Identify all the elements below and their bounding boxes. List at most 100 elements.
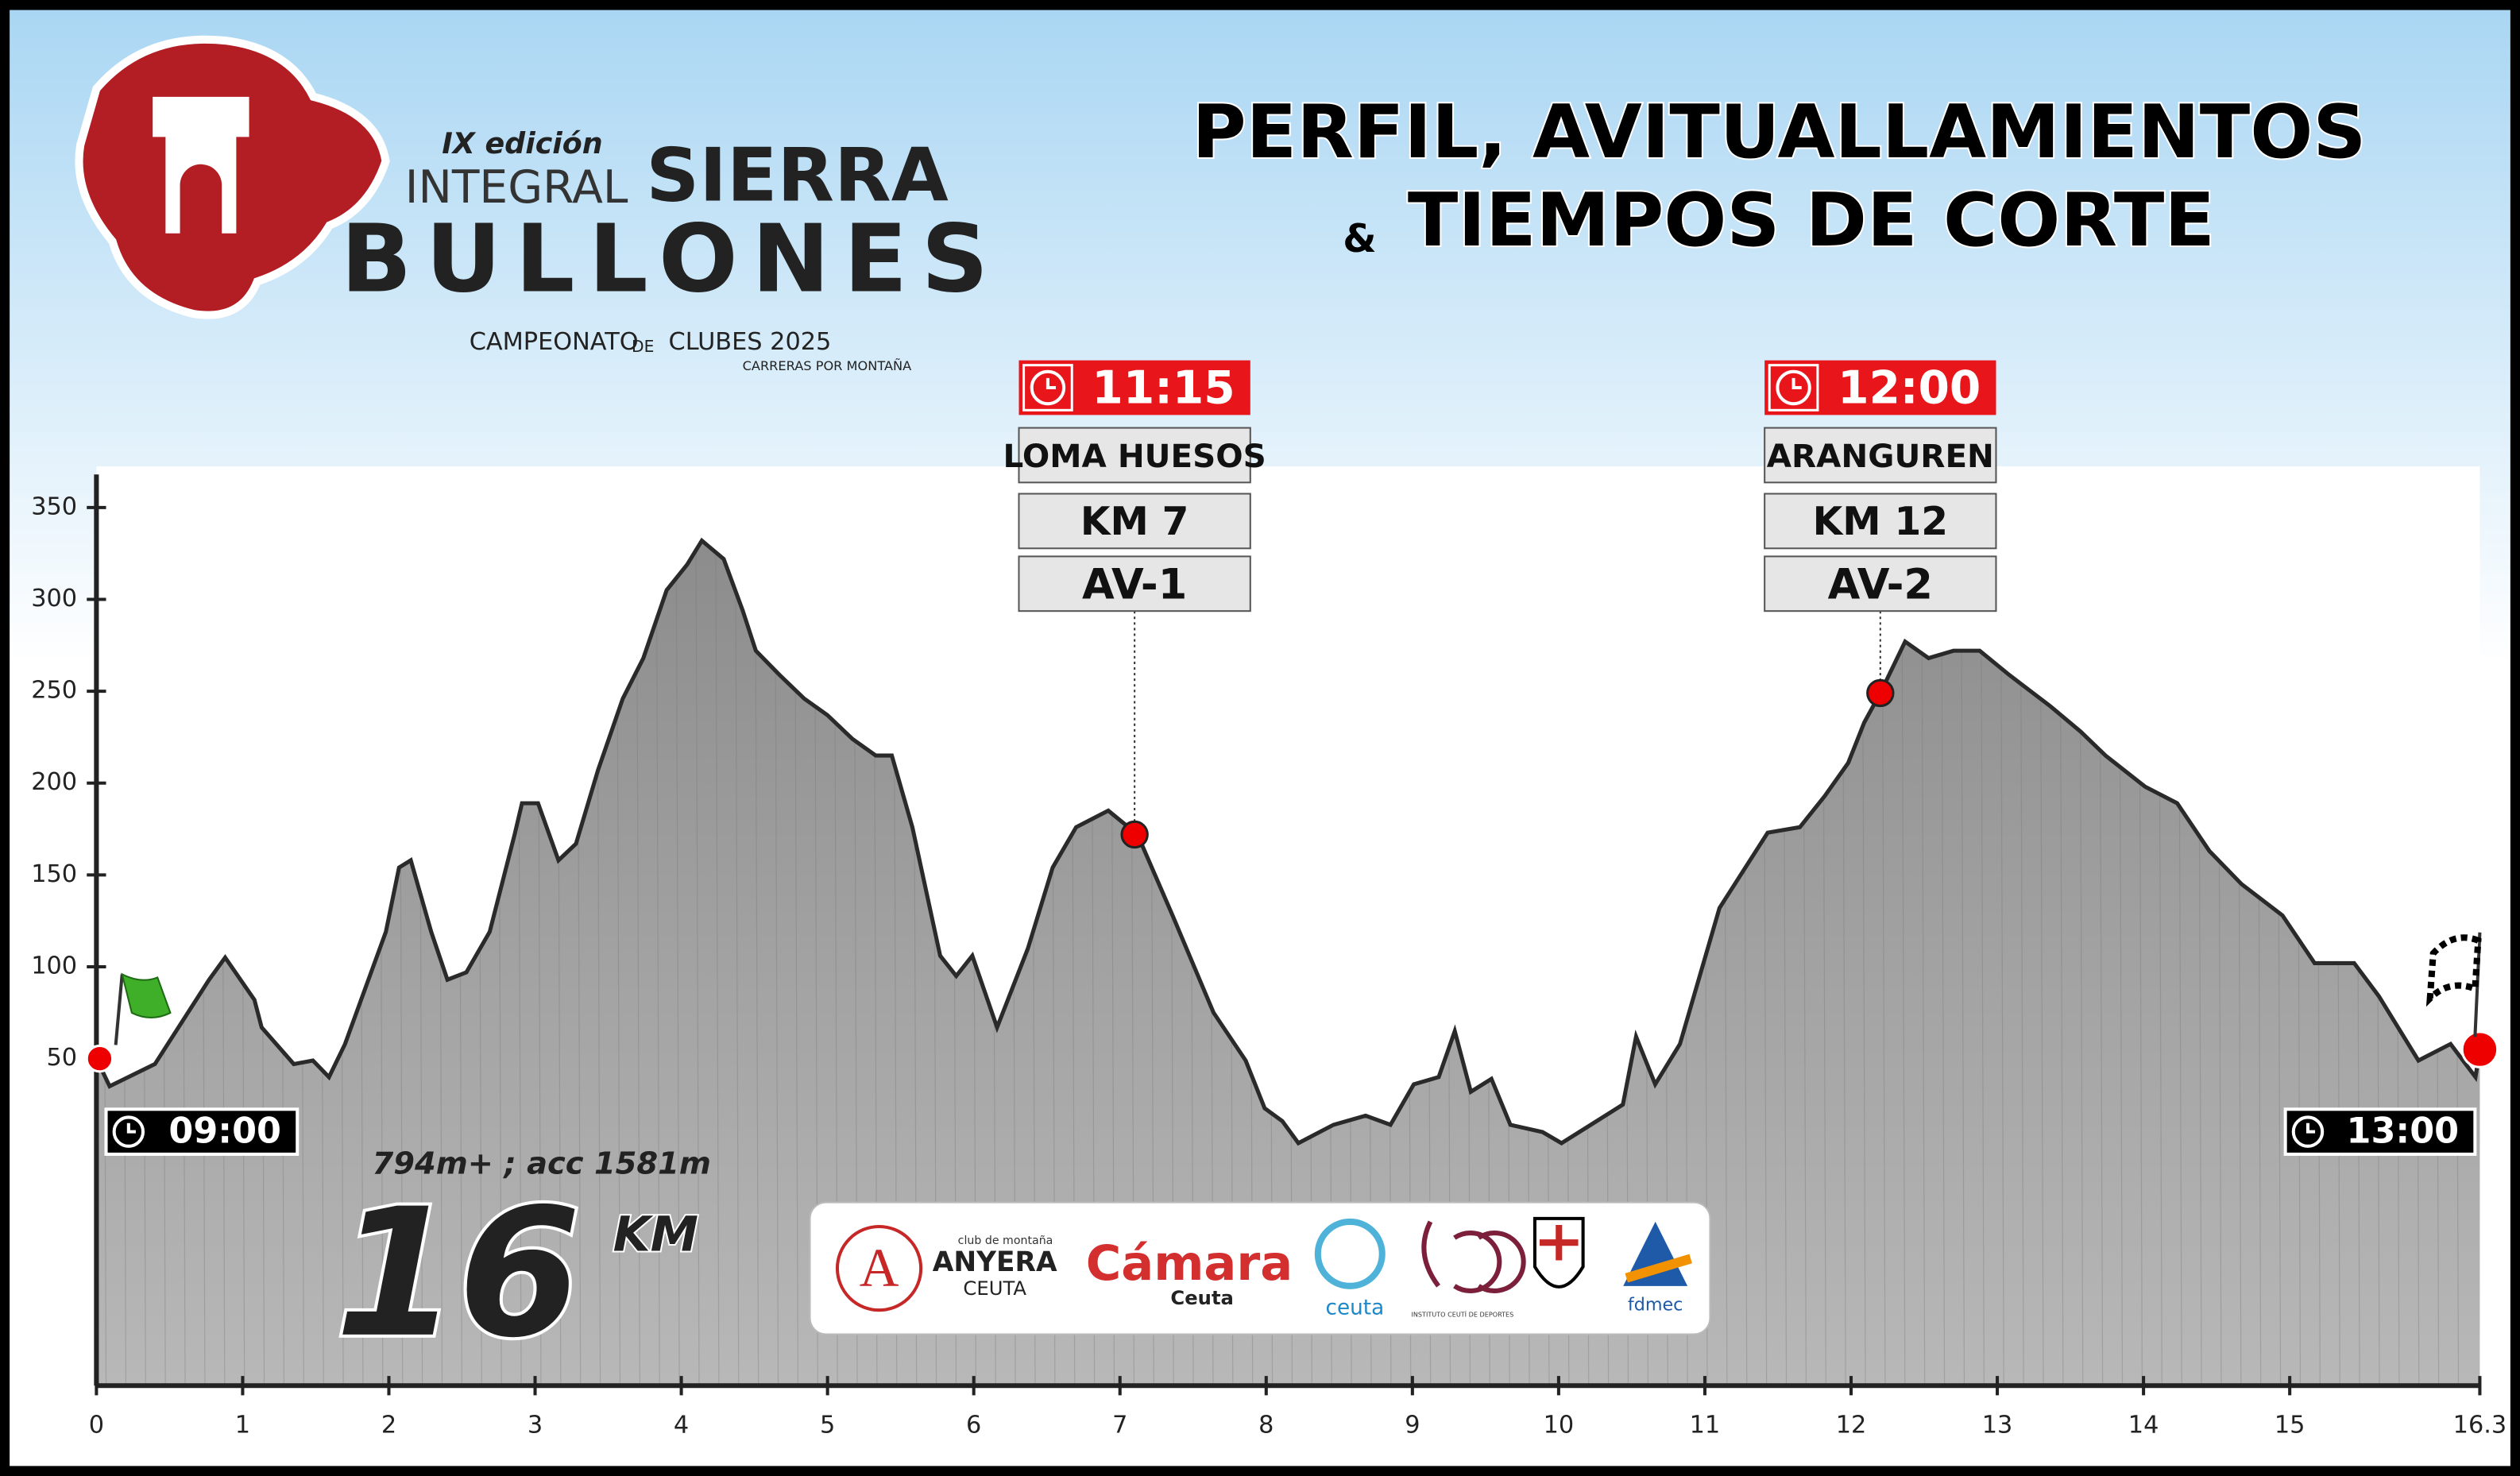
sponsor-logo: A <box>860 1237 899 1297</box>
sponsor-text: INSTITUTO CEUTÍ DE DEPORTES <box>1412 1310 1514 1319</box>
station-name: ARANGUREN <box>1767 437 1994 475</box>
station-point <box>1866 678 1895 708</box>
finish-flag <box>2425 934 2482 1007</box>
elevation-summary: 794m+ ; acc 1581m <box>373 1146 711 1182</box>
texture <box>754 514 759 1386</box>
y-tick-label: 150 <box>31 860 77 888</box>
championship: CLUBES 2025 <box>669 328 832 356</box>
station-km-box <box>1764 493 1997 550</box>
y-tick-label: 100 <box>31 952 77 979</box>
x-tick-label: 12 <box>1836 1411 1867 1439</box>
sponsor-logo <box>1314 1218 1386 1289</box>
start-flag <box>121 972 172 1019</box>
clock-icon <box>112 1115 145 1148</box>
chart-title: PERFIL, AVITUALLAMIENTOS <box>1192 89 2366 175</box>
clock-icon <box>1045 377 1057 390</box>
sponsor-text: Ceuta <box>1170 1286 1234 1309</box>
x-tick-label: 6 <box>966 1411 981 1439</box>
station-time: 11:15 <box>1092 362 1235 415</box>
sponsor-text: ANYERA <box>933 1246 1057 1278</box>
x-tick-label: 8 <box>1258 1411 1274 1439</box>
y-tick-label: 300 <box>31 585 77 612</box>
texture <box>735 514 740 1386</box>
championship: CAMPEONATO <box>470 328 639 356</box>
x-tick-label: 7 <box>1112 1411 1127 1439</box>
texture <box>675 514 680 1386</box>
sponsor-text: ceuta <box>1326 1296 1385 1320</box>
texture <box>1921 514 1926 1386</box>
station-km: KM 12 <box>1813 500 1948 544</box>
texture <box>1901 514 1906 1386</box>
chart-title: & <box>1343 217 1376 261</box>
clock-icon <box>1030 369 1066 406</box>
station-time: 12:00 <box>1838 362 1981 415</box>
start-time: 09:00 <box>168 1111 281 1152</box>
y-tick-label: 200 <box>31 768 77 796</box>
x-tick-label: 15 <box>2275 1411 2305 1439</box>
start-point <box>85 1044 114 1073</box>
station-code: AV-2 <box>1828 560 1933 609</box>
time-box <box>104 1107 300 1156</box>
chart-subtitle: TIEMPOS DE CORTE <box>1408 177 2215 263</box>
x-tick-label: 0 <box>89 1411 104 1439</box>
station-code: AV-1 <box>1082 560 1187 609</box>
finish-point <box>2460 1030 2499 1068</box>
x-tick-label: 10 <box>1544 1411 1575 1439</box>
clock-icon <box>1776 369 1811 406</box>
sponsor-text: club de montaña <box>958 1235 1053 1247</box>
y-tick-label: 250 <box>31 677 77 705</box>
clock-icon <box>1791 377 1802 390</box>
x-tick-label: 11 <box>1690 1411 1721 1439</box>
sponsor-logo <box>1421 1220 1526 1293</box>
sky-mask <box>96 466 2480 1143</box>
station-name: LOMA HUESOS <box>1003 437 1266 475</box>
sponsor-logo <box>835 1224 923 1312</box>
clock-icon <box>126 1122 136 1134</box>
texture <box>1980 514 1985 1386</box>
sponsor-text: CEUTA <box>963 1277 1026 1300</box>
x-tick-label: 3 <box>528 1411 543 1439</box>
event-name: SIERRA <box>646 132 949 218</box>
station-code-box <box>1764 555 1997 612</box>
clock-icon <box>2291 1115 2325 1148</box>
time-box <box>2283 1107 2477 1156</box>
elevation-line <box>95 537 2482 1146</box>
x-tick-label: 1 <box>235 1411 250 1439</box>
station-km-box <box>1018 493 1251 550</box>
station-km: KM 7 <box>1080 500 1189 544</box>
sponsors: A club de montaña ANYERA CEUTA Cámara Ce… <box>809 1201 1711 1335</box>
sponsor-logo <box>1539 1224 1579 1261</box>
sponsor-logo <box>1625 1254 1692 1283</box>
event-name: BULLONES <box>341 204 988 313</box>
area-fill <box>96 540 2480 1386</box>
x-tick-label: 13 <box>1982 1411 2013 1439</box>
texture <box>655 514 660 1386</box>
x-tick-label: 2 <box>381 1411 396 1439</box>
station-name-box <box>1764 427 1997 484</box>
x-tick-label: 5 <box>820 1411 835 1439</box>
y-tick-label: 50 <box>47 1044 78 1072</box>
texture <box>715 514 720 1386</box>
station-code-box <box>1018 555 1251 612</box>
flag-pole <box>114 974 124 1045</box>
station-point <box>1120 820 1149 849</box>
clock-icon <box>2305 1122 2316 1134</box>
x-tick-label: 16.3 <box>2453 1411 2507 1439</box>
x-tick-label: 9 <box>1405 1411 1420 1439</box>
logo-castle <box>153 96 249 234</box>
y-tick-label: 350 <box>31 493 77 520</box>
texture <box>695 514 700 1386</box>
x-tick-label: 4 <box>674 1411 689 1439</box>
sponsor-text: fdmec <box>1628 1295 1683 1316</box>
logo: IX edición INTEGRAL SIERRA BULLONES CAMP… <box>75 35 988 373</box>
distance-unit: KM <box>613 1207 698 1263</box>
distance: 16 <box>335 1171 582 1377</box>
event-name: INTEGRAL <box>405 161 628 214</box>
x-tick-label: 14 <box>2128 1411 2159 1439</box>
station-name-box <box>1018 427 1251 484</box>
texture <box>1960 514 1965 1386</box>
championship: DE <box>632 337 654 356</box>
